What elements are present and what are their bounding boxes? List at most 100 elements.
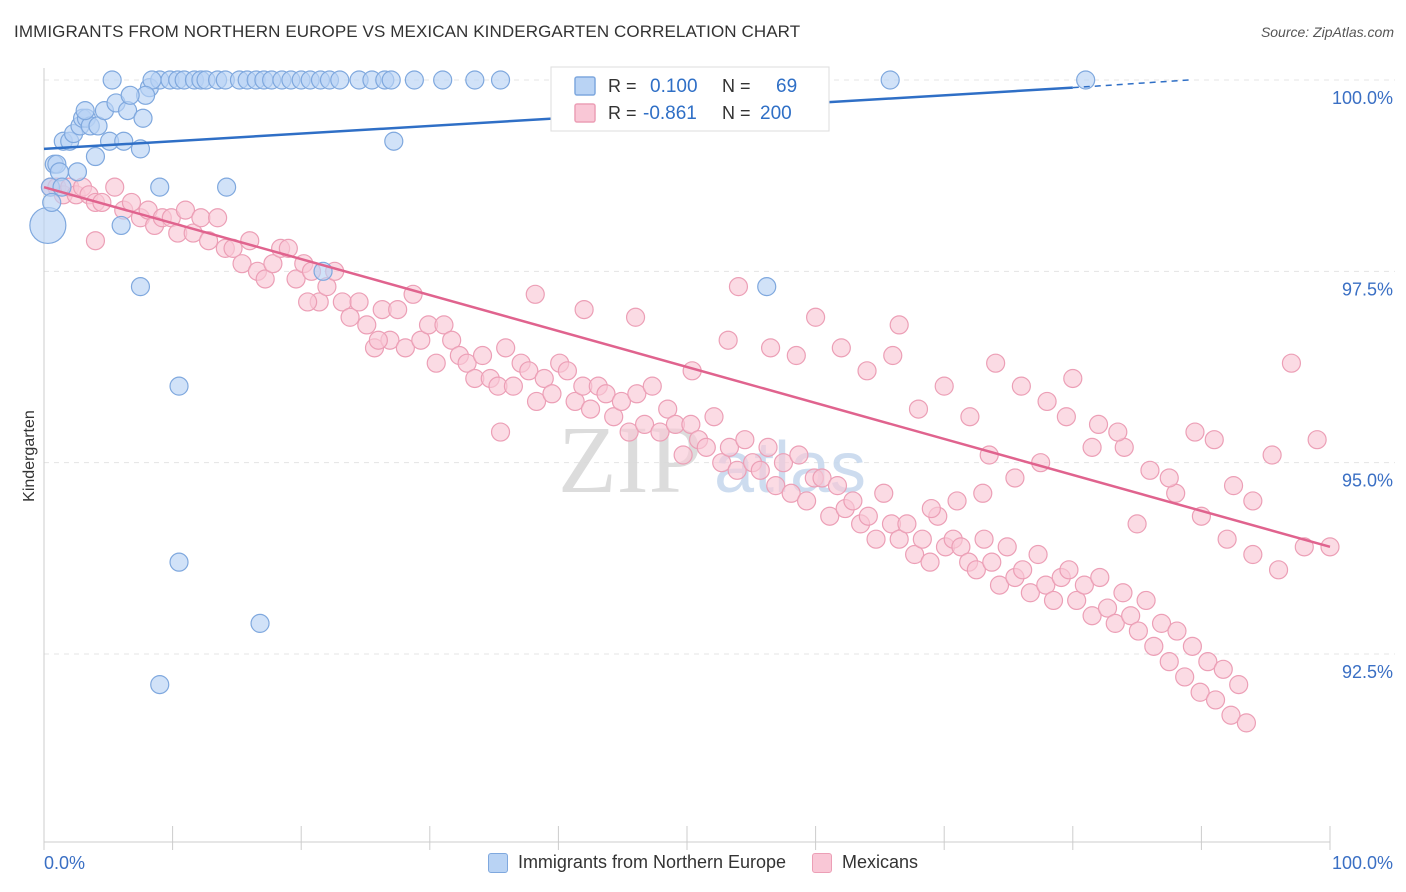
- data-point: [75, 101, 95, 121]
- data-point: [1105, 613, 1125, 633]
- data-point: [874, 483, 894, 503]
- data-point: [1011, 376, 1031, 396]
- data-point: [1159, 468, 1179, 488]
- mexicans-points: [40, 177, 1340, 733]
- data-point: [1167, 621, 1187, 641]
- legend-pink-r-label: R =: [608, 103, 637, 123]
- source-credit: Source: ZipAtlas.com: [1260, 24, 1394, 40]
- data-point: [534, 368, 554, 389]
- data-point: [619, 422, 639, 442]
- x-tick-label-max: 100.0%: [1332, 853, 1393, 873]
- data-point: [1020, 583, 1040, 603]
- data-point: [786, 345, 806, 366]
- data-point: [381, 70, 401, 90]
- data-point: [1151, 613, 1172, 633]
- legend-blue-n-label: N =: [722, 76, 751, 96]
- data-point: [457, 353, 477, 373]
- data-point: [442, 330, 462, 350]
- data-point: [718, 330, 738, 350]
- data-point: [1175, 667, 1195, 687]
- data-point: [255, 269, 275, 289]
- y-tick-label: 100.0%: [1332, 88, 1393, 108]
- data-point: [986, 353, 1006, 373]
- data-point: [1243, 491, 1263, 511]
- data-point: [1213, 659, 1233, 679]
- data-point: [1185, 422, 1205, 442]
- bottom-legend: Immigrants from Northern Europe Mexicans: [0, 852, 1406, 873]
- data-point: [150, 177, 170, 197]
- gridlines: [44, 79, 1395, 655]
- data-point: [880, 70, 900, 90]
- data-point: [526, 391, 547, 412]
- data-point: [263, 254, 283, 274]
- data-point: [974, 529, 994, 549]
- data-point: [388, 300, 408, 320]
- data-point: [934, 376, 954, 396]
- data-point: [1013, 560, 1033, 580]
- y-tick-label: 97.5%: [1342, 279, 1393, 299]
- data-point: [368, 330, 388, 350]
- data-point: [843, 491, 863, 511]
- legend-swatch-pink: [812, 852, 833, 873]
- data-point: [866, 529, 886, 549]
- legend-label-mexicans: Mexicans: [842, 852, 919, 872]
- data-point: [1205, 690, 1226, 710]
- data-point: [565, 391, 585, 412]
- data-point: [750, 460, 770, 480]
- data-point: [404, 70, 424, 90]
- data-point: [681, 414, 701, 434]
- data-point: [357, 315, 377, 335]
- data-point: [1043, 590, 1064, 611]
- data-point: [150, 675, 170, 695]
- data-point: [905, 544, 925, 565]
- data-point: [217, 177, 237, 197]
- data-point: [883, 345, 903, 366]
- trendline-mexicans: [43, 185, 1331, 549]
- legend-pink-n-value: 200: [760, 103, 792, 124]
- data-point: [1127, 514, 1147, 534]
- data-point: [472, 345, 493, 366]
- data-point: [611, 391, 632, 412]
- data-point: [604, 407, 624, 427]
- data-point: [503, 376, 523, 396]
- trendline-northern-europe-extension: [1072, 79, 1189, 89]
- data-point: [897, 514, 917, 534]
- data-point: [1037, 391, 1057, 412]
- y-tick-label: 92.5%: [1342, 662, 1393, 682]
- data-point: [29, 206, 67, 245]
- data-point: [947, 491, 967, 511]
- y-tick-labels: 92.5% 95.0% 97.5% 100.0%: [1332, 88, 1393, 682]
- data-point: [1159, 652, 1179, 672]
- data-point: [465, 70, 485, 90]
- data-point: [1294, 537, 1314, 557]
- data-point: [278, 238, 298, 258]
- data-point: [1236, 713, 1257, 733]
- data-point: [704, 407, 724, 427]
- data-point: [1082, 606, 1102, 626]
- data-point: [1182, 636, 1202, 656]
- data-point: [1067, 590, 1087, 611]
- data-point: [433, 70, 453, 90]
- data-point: [85, 231, 106, 251]
- data-point: [286, 269, 306, 289]
- data-point: [490, 70, 511, 90]
- data-point: [1281, 353, 1302, 373]
- data-point: [175, 200, 196, 220]
- data-point: [395, 338, 415, 358]
- data-point: [973, 483, 993, 503]
- data-point: [169, 552, 189, 572]
- data-point: [557, 361, 578, 381]
- data-point: [340, 307, 360, 327]
- data-point: [912, 529, 932, 549]
- data-point: [673, 445, 693, 465]
- data-point: [525, 284, 545, 304]
- data-point: [208, 208, 228, 228]
- x-tick-label-min: 0.0%: [44, 853, 85, 873]
- chart-title: IMMIGRANTS FROM NORTHERN EUROPE VS MEXIC…: [14, 22, 801, 41]
- data-point: [1221, 705, 1241, 725]
- data-point: [596, 384, 616, 404]
- data-point: [889, 315, 909, 335]
- stats-legend: R = 0.100 N = 69 R = -0.861 N = 200: [550, 66, 830, 132]
- legend-item-northern-europe: Immigrants from Northern Europe: [487, 852, 786, 873]
